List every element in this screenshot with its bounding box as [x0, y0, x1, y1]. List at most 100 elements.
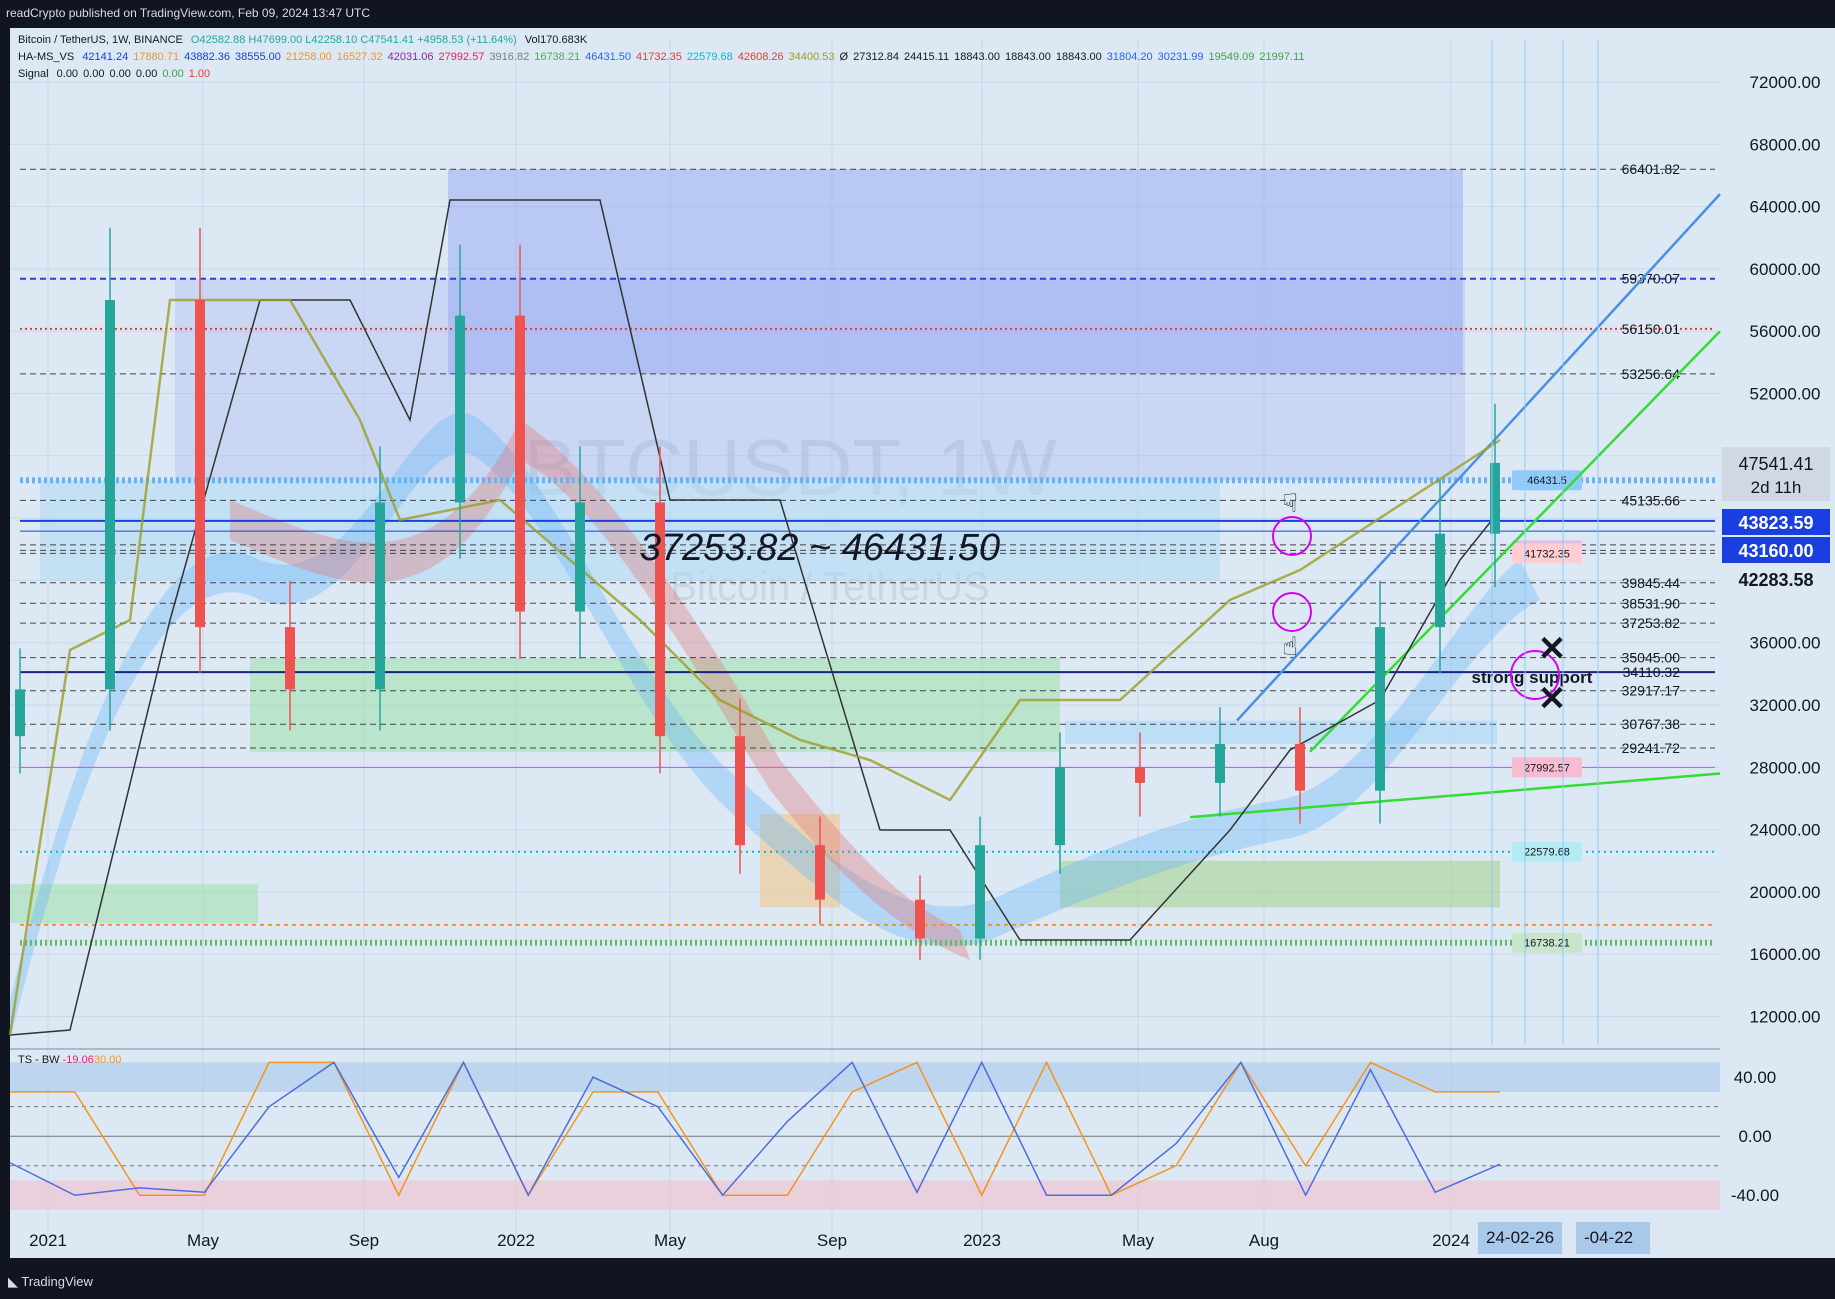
legend-ha-ms-value: 46431.50 [585, 51, 631, 63]
price-tick-label: 36000.00 [1750, 634, 1821, 653]
legend-ha-ms-value: 27312.84 [853, 51, 899, 63]
bottom-bar [0, 1266, 1835, 1299]
candle-body [1490, 462, 1500, 534]
price-box-label: 27992.57 [1524, 762, 1570, 774]
candle-body [975, 845, 985, 939]
blue-price-tag-1: 43823.59 [1738, 513, 1813, 533]
marker-circle [1272, 516, 1312, 556]
countdown-tag: 2d 11h [1751, 478, 1802, 497]
time-range-start: 24-02-26 [1478, 1222, 1563, 1254]
legend-ha-ms-value: 3916.82 [489, 51, 530, 63]
tradingview-logo-icon: ◣ [8, 1274, 22, 1289]
range-annotation: 37253.82 ~ 46431.50 [640, 527, 1000, 569]
legend-signal-label[interactable]: Signal [18, 68, 49, 80]
candle-body [575, 502, 585, 612]
red-ribbon [230, 420, 970, 960]
upper-zone-2 [175, 278, 1465, 481]
osc-tick-label: 40.00 [1734, 1068, 1777, 1087]
left-green-zone [10, 884, 258, 924]
marker-circle [1510, 650, 1560, 700]
price-tick-label: 28000.00 [1750, 758, 1821, 777]
legend-ha-ms-value: 31804.20 [1106, 51, 1153, 63]
time-tick-label: Aug [1249, 1231, 1279, 1250]
osc-legend: TS - BW -19.0630.00 [18, 1054, 121, 1066]
level-label: 34110.32 [1623, 664, 1681, 680]
legend-signal-value: 0.00 [162, 68, 184, 80]
legend-ha-ms-value: 16527.32 [336, 51, 383, 63]
time-tick-label: 2022 [497, 1231, 535, 1250]
legend-ha-ms-value: 24415.11 [904, 51, 950, 63]
cross-icon: ✕ [1538, 680, 1567, 718]
legend-ha-ms-value: 18843.00 [1004, 51, 1051, 63]
legend-ha-ms-value: 41732.35 [635, 51, 682, 63]
price-box-label-bg [1512, 841, 1582, 862]
candle-body [195, 300, 205, 628]
price-tick-label: 72000.00 [1750, 73, 1821, 92]
price-box-label-bg [1512, 757, 1582, 778]
time-tick-label: Sep [817, 1231, 847, 1250]
time-tick-label: 2023 [963, 1231, 1001, 1250]
level-label: 30767.38 [1622, 716, 1681, 732]
price-tick-label: 20000.00 [1750, 883, 1821, 902]
legend-ha-ms-value: 17880.71 [133, 51, 180, 63]
price-tick-label: 16000.00 [1750, 945, 1821, 964]
plain-price-tag: 42283.58 [1738, 570, 1813, 590]
candle-body [1435, 533, 1445, 628]
candle-body [515, 315, 525, 612]
osc-blue-line [9, 1060, 1501, 1197]
right-blue-zone [1065, 720, 1497, 744]
price-tick-label: 68000.00 [1750, 135, 1821, 154]
time-tick-label: Sep [349, 1231, 379, 1250]
blue-trendline [1236, 193, 1721, 722]
legend-symbol[interactable]: Bitcoin / TetherUS, 1W, BINANCE [18, 34, 183, 46]
price-tick-label: 12000.00 [1750, 1008, 1821, 1027]
price-box-label-bg [1512, 470, 1582, 491]
level-label: 53256.64 [1622, 366, 1681, 382]
price-tick-label: 64000.00 [1750, 198, 1821, 217]
marker-circle [1272, 592, 1312, 632]
mid-zone [40, 480, 1220, 581]
current-price-tag: 47541.41 [1738, 454, 1813, 474]
price-axis[interactable] [1720, 28, 1835, 1258]
candle-body [1295, 743, 1305, 791]
candle-body [1215, 743, 1225, 783]
legend-signal-value: 0.00 [135, 68, 158, 80]
time-tick-label: May [654, 1231, 687, 1250]
legend-ha-ms-label[interactable]: HA-MS_VS [18, 51, 75, 63]
legend-symbol-row: Bitcoin / TetherUS, 1W, BINANCE O42582.8… [18, 34, 592, 46]
legend-ha-ms-value: 42031.06 [387, 51, 434, 63]
osc-label[interactable]: TS - BW [18, 1054, 60, 1066]
time-tick-label: May [187, 1231, 220, 1250]
legend-ha-ms-value: 38555.00 [234, 51, 281, 63]
support-annotation: strong support [1472, 668, 1593, 687]
candle-body [735, 736, 745, 846]
candle-body [915, 899, 925, 939]
legend-ha-ms-value: 27992.57 [438, 51, 485, 63]
osc-tick-label: -40.00 [1731, 1186, 1779, 1205]
osc-legend-value: 30.00 [93, 1054, 122, 1066]
osc-orange-line [10, 1060, 1500, 1197]
time-range-end: -04-22 [1576, 1222, 1650, 1254]
tan-zone [760, 814, 840, 908]
time-tick-label: 2024 [1432, 1231, 1470, 1250]
legend-ha-ms-value: 42608.26 [737, 51, 784, 63]
price-box-label: 41732.35 [1524, 548, 1570, 560]
candle-body [655, 502, 665, 737]
candle-body [815, 845, 825, 900]
blue-price-tag-1-bg [1722, 509, 1830, 535]
plain-price-tag-bg [1722, 566, 1830, 592]
price-tick-label: 32000.00 [1750, 696, 1821, 715]
tradingview-brand: ◣ TradingView [8, 1274, 93, 1290]
legend-signal-value: 1.00 [188, 68, 211, 80]
price-box-label-bg [1512, 543, 1582, 564]
price-tick-label: 24000.00 [1750, 821, 1821, 840]
candle-body [1055, 767, 1065, 846]
legend-signal-value: 0.00 [56, 68, 79, 80]
legend-signal-value: 0.00 [109, 68, 131, 80]
blue-price-tag-2: 43160.00 [1738, 541, 1813, 561]
legend-ha-ms-value: 18843.00 [954, 51, 1000, 63]
legend-ha-ms-value: 43882.36 [184, 51, 230, 63]
price-box-label-bg [1512, 932, 1582, 953]
published-header: readCrypto published on TradingView.com,… [6, 6, 370, 20]
